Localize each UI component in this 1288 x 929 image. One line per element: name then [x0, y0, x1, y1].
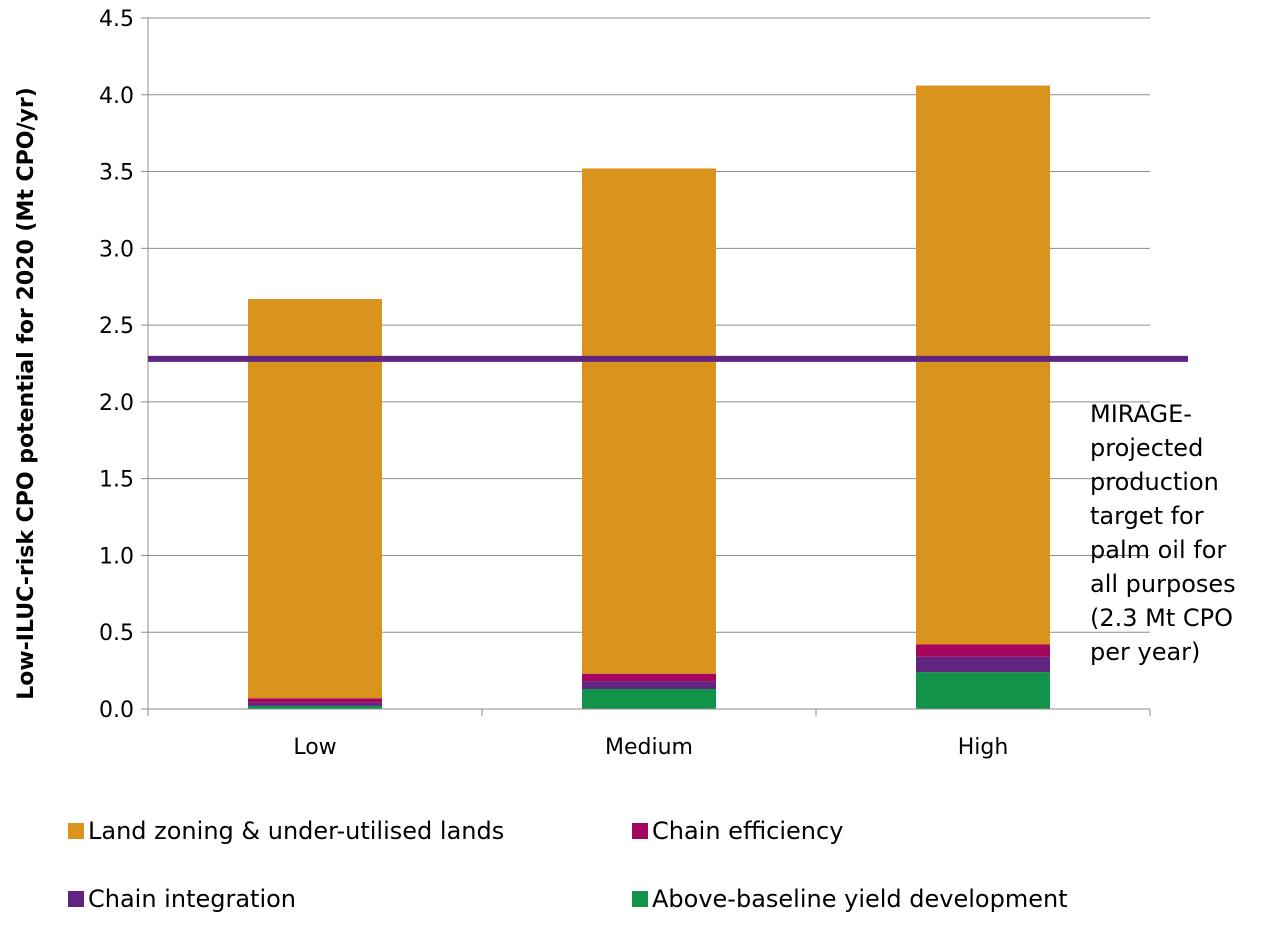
y-tick-label: 1.0	[99, 544, 134, 569]
legend-label: Above-baseline yield development	[652, 885, 1068, 913]
bar-segment	[582, 168, 716, 674]
y-tick-label: 3.5	[99, 161, 134, 186]
bar-segment	[248, 299, 382, 699]
bar-segment	[916, 672, 1050, 709]
bars	[248, 85, 1050, 709]
x-category-label: High	[958, 735, 1009, 760]
bar-segment	[248, 705, 382, 709]
annotation: MIRAGE-projected production target for palm…	[1090, 400, 1236, 666]
y-tick-label: 0.5	[99, 621, 134, 646]
legend-label: Chain integration	[88, 885, 296, 913]
annotation-line: projected	[1090, 434, 1203, 462]
y-tick-label: 2.0	[99, 391, 134, 416]
y-tick-label: 4.5	[99, 7, 134, 32]
bar-segment	[248, 702, 382, 706]
legend-swatch	[68, 891, 84, 907]
bar-segment	[582, 681, 716, 690]
legend-label: Chain efficiency	[652, 817, 843, 845]
y-tick-label: 2.5	[99, 314, 134, 339]
annotation-line: per year)	[1090, 638, 1200, 666]
x-category-label: Medium	[605, 735, 693, 760]
annotation-line: (2.3 Mt CPO	[1090, 604, 1233, 632]
bar-segment	[916, 85, 1050, 645]
legend: Land zoning & under-utilised lands Chain …	[68, 817, 1068, 913]
x-category-label: Low	[293, 735, 336, 760]
annotation-line: all purposes	[1090, 570, 1236, 598]
bar-segment	[582, 673, 716, 682]
legend-swatch	[68, 823, 84, 839]
bar-segment	[916, 656, 1050, 673]
legend-swatch	[632, 823, 648, 839]
bar-segment	[916, 644, 1050, 657]
y-axis-title: Low-ILUC-risk CPO potential for 2020 (Mt…	[14, 87, 39, 700]
axis-labels: 0.0 0.5 1.0 1.5 2.0 2.5 3.0 3.5 4.0 4.5 Low Medium H…	[14, 7, 1008, 760]
bar-segment	[248, 698, 382, 703]
y-tick-label: 1.5	[99, 468, 134, 493]
legend-label: Land zoning & under-utilised lands	[88, 817, 504, 845]
axes	[141, 17, 1151, 716]
y-tick-label: 0.0	[99, 698, 134, 723]
legend-swatch	[632, 891, 648, 907]
annotation-line: target for	[1090, 502, 1204, 530]
bar-segment	[582, 689, 716, 709]
annotation-line: palm oil for	[1090, 536, 1226, 564]
y-tick-label: 4.0	[99, 84, 134, 109]
y-tick-label: 3.0	[99, 237, 134, 262]
annotation-line: production	[1090, 468, 1219, 496]
annotation-line: MIRAGE-	[1090, 400, 1192, 428]
